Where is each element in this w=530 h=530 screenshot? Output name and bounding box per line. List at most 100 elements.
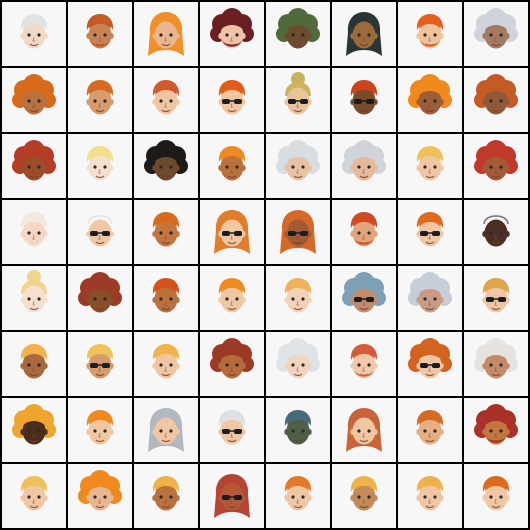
avatar-face: [464, 332, 528, 396]
avatar-tile: [200, 398, 264, 462]
avatar-tile: [266, 464, 330, 528]
avatar-tile: [134, 464, 198, 528]
avatar-tile: [68, 398, 132, 462]
avatar-tile: [200, 332, 264, 396]
avatar-tile: [398, 2, 462, 66]
avatar-face: [200, 464, 264, 528]
avatar-tile: [68, 332, 132, 396]
avatar-face: [200, 134, 264, 198]
avatar-face: [2, 200, 66, 264]
avatar-tile: [464, 68, 528, 132]
avatar-tile: [200, 68, 264, 132]
avatar-tile: [2, 134, 66, 198]
avatar-face: [2, 266, 66, 330]
avatar-tile: [68, 68, 132, 132]
avatar-face: [332, 332, 396, 396]
avatar-face: [2, 464, 66, 528]
avatar-tile: [68, 134, 132, 198]
avatar-face: [332, 2, 396, 66]
avatar-tile: [332, 134, 396, 198]
avatar-tile: [332, 2, 396, 66]
avatar-tile: [68, 464, 132, 528]
avatar-face: [68, 398, 132, 462]
avatar-face: [332, 398, 396, 462]
avatar-tile: [68, 2, 132, 66]
avatar-face: [68, 464, 132, 528]
avatar-face: [266, 200, 330, 264]
avatar-face: [398, 464, 462, 528]
avatar-tile: [200, 134, 264, 198]
avatar-tile: [266, 2, 330, 66]
avatar-face: [68, 266, 132, 330]
avatar-face: [398, 2, 462, 66]
avatar-tile: [68, 266, 132, 330]
avatar-face: [266, 266, 330, 330]
avatar-tile: [200, 2, 264, 66]
avatar-face: [398, 200, 462, 264]
avatar-tile: [2, 398, 66, 462]
avatar-face: [68, 68, 132, 132]
avatar-face: [134, 134, 198, 198]
avatar-face: [464, 134, 528, 198]
avatar-tile: [464, 266, 528, 330]
avatar-face: [266, 68, 330, 132]
avatar-face: [398, 266, 462, 330]
avatar-face: [464, 2, 528, 66]
avatar-tile: [266, 398, 330, 462]
avatar-tile: [464, 464, 528, 528]
avatar-face: [200, 266, 264, 330]
avatar-tile: [200, 266, 264, 330]
avatar-tile: [200, 464, 264, 528]
avatar-tile: [266, 68, 330, 132]
avatar-face: [2, 398, 66, 462]
avatar-tile: [398, 200, 462, 264]
avatar-tile: [398, 332, 462, 396]
avatar-face: [134, 2, 198, 66]
avatar-tile: [134, 266, 198, 330]
avatar-face: [266, 2, 330, 66]
avatar-face: [332, 464, 396, 528]
avatar-face: [68, 2, 132, 66]
avatar-face: [398, 332, 462, 396]
avatar-face: [332, 134, 396, 198]
avatar-tile: [134, 68, 198, 132]
avatar-face: [200, 398, 264, 462]
avatar-tile: [464, 134, 528, 198]
avatar-tile: [398, 266, 462, 330]
avatar-face: [2, 332, 66, 396]
avatar-tile: [266, 134, 330, 198]
avatar-tile: [266, 200, 330, 264]
avatar-face: [266, 134, 330, 198]
avatar-face: [464, 398, 528, 462]
avatar-tile: [200, 200, 264, 264]
avatar-face: [134, 266, 198, 330]
avatar-face: [68, 332, 132, 396]
avatar-tile: [332, 332, 396, 396]
avatar-tile: [2, 464, 66, 528]
avatar-tile: [332, 68, 396, 132]
avatar-tile: [398, 398, 462, 462]
avatar-tile: [398, 134, 462, 198]
avatar-face: [266, 398, 330, 462]
avatar-tile: [2, 200, 66, 264]
avatar-face: [200, 68, 264, 132]
avatar-tile: [332, 266, 396, 330]
avatar-tile: [2, 2, 66, 66]
avatar-tile: [464, 398, 528, 462]
avatar-face: [464, 68, 528, 132]
avatar-tile: [332, 398, 396, 462]
avatar-tile: [2, 332, 66, 396]
avatar-face: [200, 2, 264, 66]
avatar-face: [68, 134, 132, 198]
avatar-face: [134, 200, 198, 264]
avatar-tile: [134, 2, 198, 66]
avatar-face: [2, 134, 66, 198]
avatar-face: [200, 332, 264, 396]
avatar-tile: [2, 68, 66, 132]
avatar-face: [200, 200, 264, 264]
avatar-tile: [134, 398, 198, 462]
avatar-tile: [464, 2, 528, 66]
avatar-face: [134, 398, 198, 462]
avatar-face: [398, 68, 462, 132]
